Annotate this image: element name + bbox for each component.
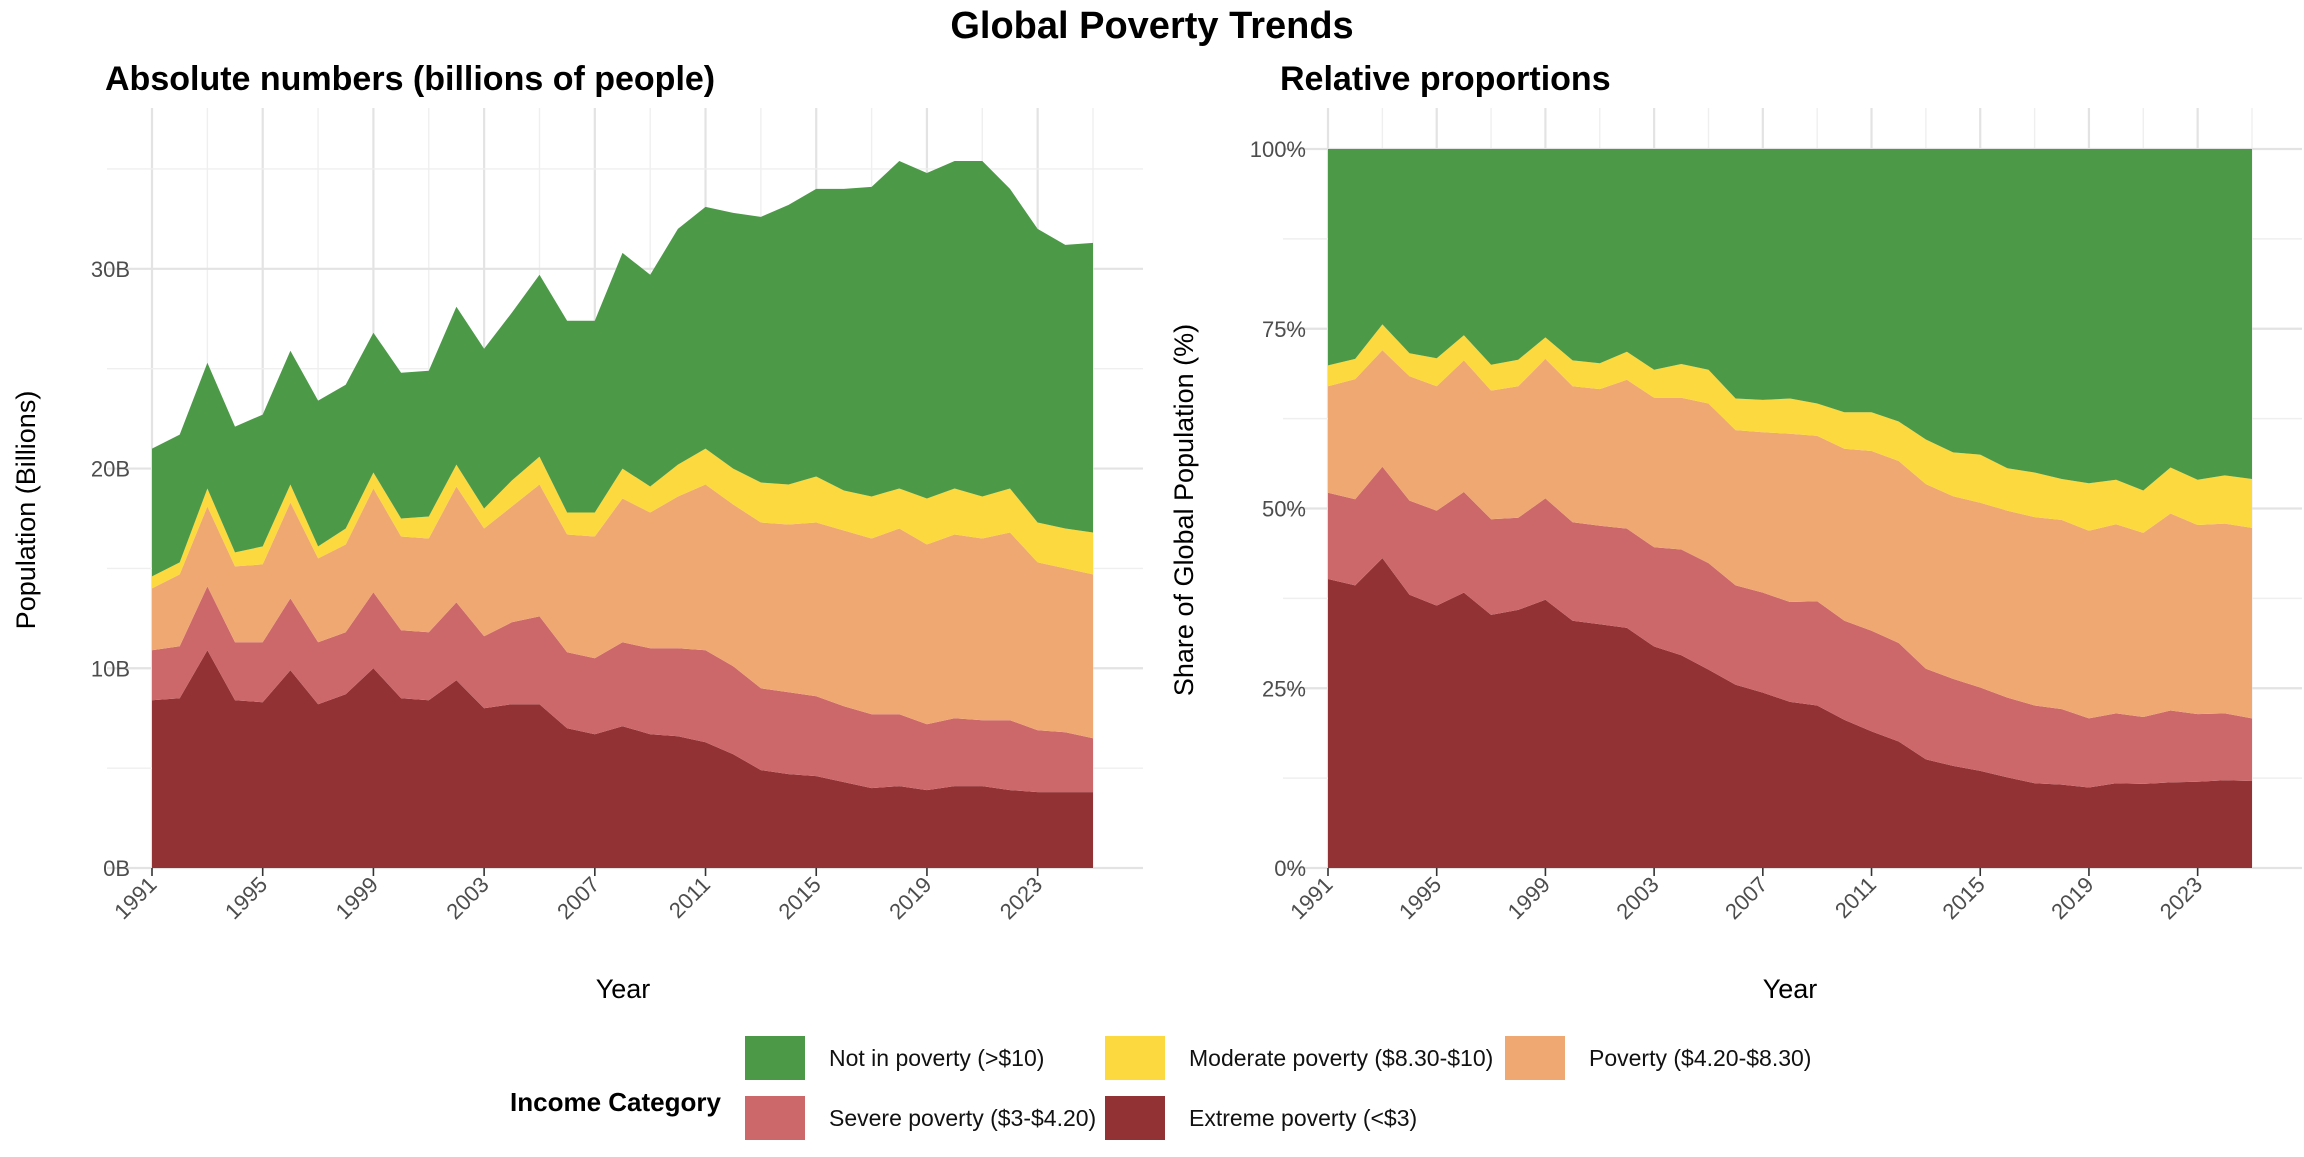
- x-tick-label-absolute: 2003: [441, 872, 493, 924]
- area-not-in-poverty-absolute: [152, 161, 1093, 577]
- area-moderate-relative: [1328, 324, 2252, 533]
- x-ticks-absolute: 1991 1995 1999 2003 2007 2011 2015 2019 2023: [109, 868, 1047, 924]
- y-axis-label-relative: Share of Global Population (%): [1169, 324, 1199, 696]
- legend: Income Category Not in poverty (>$10) Mo…: [0, 1020, 2304, 1150]
- areas-absolute: [152, 161, 1093, 868]
- y-tick-label-relative: 25%: [1262, 676, 1306, 701]
- x-tick-label-relative: 2003: [1611, 872, 1663, 924]
- y-tick-label-absolute: 20B: [91, 457, 130, 482]
- y-tick-label-relative: 50%: [1262, 497, 1306, 522]
- legend-label-poverty: Poverty ($4.20-$8.30): [1589, 1044, 1812, 1071]
- figure-title: Global Poverty Trends: [950, 5, 1353, 47]
- y-tick-label-relative: 100%: [1250, 137, 1306, 162]
- x-tick-label-relative: 1995: [1394, 872, 1446, 924]
- x-tick-label-relative: 2007: [1720, 872, 1772, 924]
- legend-item-moderate: Moderate poverty ($8.30-$10): [1105, 1036, 1493, 1080]
- x-tick-label-absolute: 2011: [664, 872, 715, 923]
- y-tick-label-relative: 75%: [1262, 317, 1306, 342]
- area-severe-relative: [1328, 466, 2252, 788]
- legend-title: Income Category: [510, 1087, 721, 1117]
- x-axis-label-absolute: Year: [596, 974, 651, 1004]
- x-tick-label-relative: 2019: [2046, 872, 2098, 924]
- y-tick-label-absolute: 0B: [103, 856, 130, 881]
- x-tick-label-relative: 2015: [1937, 872, 1989, 924]
- panel-title-absolute: Absolute numbers (billions of people): [105, 60, 715, 98]
- y-ticks-absolute: 0B 10B 20B 30B: [91, 257, 130, 881]
- legend-label-not-in-poverty: Not in poverty (>$10): [829, 1044, 1045, 1071]
- area-extreme-absolute: [152, 650, 1093, 868]
- y-axis-label-absolute: Population (Billions): [11, 391, 41, 630]
- area-poverty-absolute: [152, 484, 1093, 739]
- legend-item-severe: Severe poverty ($3-$4.20): [745, 1096, 1096, 1140]
- legend-swatch-poverty: [1505, 1036, 1565, 1080]
- area-severe-absolute: [152, 586, 1093, 793]
- legend-label-severe: Severe poverty ($3-$4.20): [829, 1104, 1097, 1131]
- legend-label-moderate: Moderate poverty ($8.30-$10): [1189, 1044, 1494, 1071]
- area-not-in-poverty-relative: [1328, 149, 2252, 491]
- x-tick-label-relative: 1999: [1503, 872, 1555, 924]
- legend-swatch-extreme: [1105, 1096, 1165, 1140]
- x-tick-label-absolute: 2023: [995, 872, 1047, 924]
- panel-title-relative: Relative proportions: [1280, 60, 1611, 98]
- legend-swatch-moderate: [1105, 1036, 1165, 1080]
- y-tick-label-absolute: 10B: [91, 656, 130, 681]
- legend-item-not-in-poverty: Not in poverty (>$10): [745, 1036, 1044, 1080]
- x-tick-label-absolute: 2007: [552, 872, 604, 924]
- x-tick-label-absolute: 2015: [773, 872, 825, 924]
- legend-item-extreme: Extreme poverty (<$3): [1105, 1096, 1417, 1140]
- y-tick-label-absolute: 30B: [91, 257, 130, 282]
- x-tick-label-absolute: 2019: [884, 872, 936, 924]
- area-moderate-absolute: [152, 448, 1093, 589]
- legend-item-poverty: Poverty ($4.20-$8.30): [1505, 1036, 1811, 1080]
- y-ticks-relative: 0% 25% 50% 75% 100%: [1250, 137, 1306, 881]
- legend-swatch-not-in-poverty: [745, 1036, 805, 1080]
- panel-relative: Relative proportions 0% 25% 50% 75% 100% 199…: [1169, 60, 2302, 1004]
- x-tick-label-absolute: 1995: [220, 872, 272, 924]
- x-tick-label-relative: 2011: [1830, 872, 1881, 923]
- y-tick-label-relative: 0%: [1274, 856, 1306, 881]
- legend-swatch-severe: [745, 1096, 805, 1140]
- area-extreme-relative: [1328, 558, 2252, 868]
- x-ticks-relative: 1991 1995 1999 2003 2007 2011 2015 2019 2023: [1285, 868, 2207, 924]
- x-axis-label-relative: Year: [1763, 974, 1818, 1004]
- area-poverty-relative: [1328, 350, 2252, 719]
- legend-label-extreme: Extreme poverty (<$3): [1189, 1104, 1418, 1131]
- x-tick-label-relative: 2023: [2155, 872, 2207, 924]
- panel-absolute: Absolute numbers (billions of people) 0B…: [11, 60, 1143, 1004]
- areas-relative: [1328, 149, 2252, 868]
- x-tick-label-absolute: 1999: [331, 872, 383, 924]
